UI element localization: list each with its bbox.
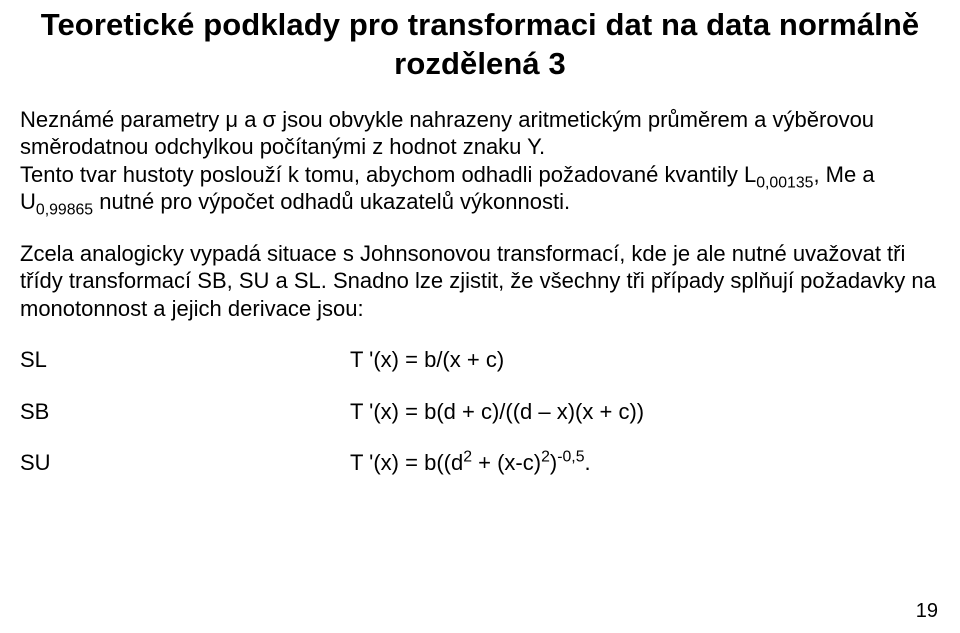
paragraph-2: Zcela analogicky vypadá situace s Johnso… (20, 240, 940, 323)
para1-line3a: U (20, 189, 36, 214)
title-line-2: rozdělená 3 (394, 46, 566, 81)
title-line-1: Teoretické podklady pro transformaci dat… (41, 7, 920, 42)
page-title: Teoretické podklady pro transformaci dat… (20, 6, 940, 84)
sub-l: 0,00135 (756, 174, 813, 191)
page-number: 19 (916, 600, 938, 623)
para1-line2a: Tento tvar hustoty poslouží k tomu, abyc… (20, 162, 756, 187)
paragraph-1: Neznámé parametry μ a σ jsou obvykle nah… (20, 106, 940, 216)
equations: SL T '(x) = b/(x + c) SB T '(x) = b(d + … (20, 346, 940, 477)
eq-expr-sb: T '(x) = b(d + c)/((d – x)(x + c)) (350, 398, 940, 426)
eq-expr-su: T '(x) = b((d2 + (x-c)2)-0,5. (350, 449, 940, 477)
eq-label-sl: SL (20, 346, 350, 374)
para1-line3b: nutné pro výpočet odhadů ukazatelů výkon… (93, 189, 570, 214)
eq-label-sb: SB (20, 398, 350, 426)
eq-expr-sl: T '(x) = b/(x + c) (350, 346, 940, 374)
equation-sb: SB T '(x) = b(d + c)/((d – x)(x + c)) (20, 398, 940, 426)
document-page: Teoretické podklady pro transformaci dat… (0, 0, 960, 633)
eq3-sup2: 2 (541, 449, 550, 466)
equation-su: SU T '(x) = b((d2 + (x-c)2)-0,5. (20, 449, 940, 477)
eq3-a: T '(x) = b((d (350, 450, 463, 475)
sub-u: 0,99865 (36, 201, 93, 218)
eq3-sup1: 2 (463, 449, 472, 466)
eq3-d: . (585, 450, 591, 475)
eq3-sup3: -0,5 (557, 449, 584, 466)
para1-sentence-1: Neznámé parametry μ a σ jsou obvykle nah… (20, 107, 874, 160)
para1-line2b: , Me a (813, 162, 874, 187)
equation-sl: SL T '(x) = b/(x + c) (20, 346, 940, 374)
eq3-b: + (x-c) (472, 450, 541, 475)
eq-label-su: SU (20, 449, 350, 477)
